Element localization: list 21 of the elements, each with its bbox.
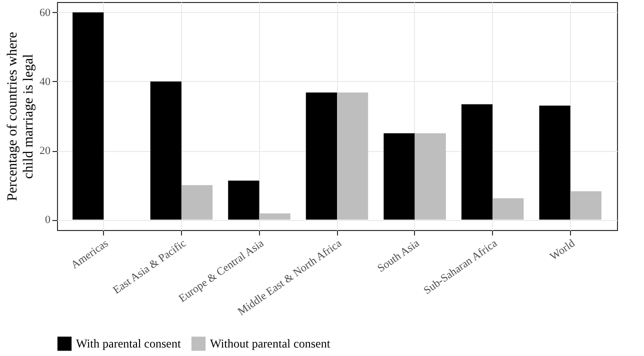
y-tick-label: 0 — [45, 214, 51, 226]
legend-label: Without parental consent — [210, 336, 331, 351]
y-tick-label: 20 — [40, 145, 51, 158]
bar — [337, 92, 368, 220]
bar — [72, 12, 104, 220]
bar — [461, 104, 493, 220]
bar — [539, 106, 570, 220]
bar — [570, 191, 602, 220]
bar — [259, 213, 290, 220]
bar — [414, 133, 446, 220]
x-tick-label: South Asia — [375, 237, 422, 275]
y-tick-label: 40 — [40, 76, 51, 88]
legend-label: With parental consent — [76, 336, 182, 351]
y-axis-title: Percentage of countries where child marriage is legal — [6, 32, 36, 202]
bar — [150, 81, 182, 220]
y-tick-label: 60 — [40, 6, 51, 19]
bar — [181, 185, 213, 220]
bar — [228, 180, 260, 220]
bar — [492, 198, 524, 220]
bar — [384, 133, 415, 220]
bar — [306, 92, 337, 220]
